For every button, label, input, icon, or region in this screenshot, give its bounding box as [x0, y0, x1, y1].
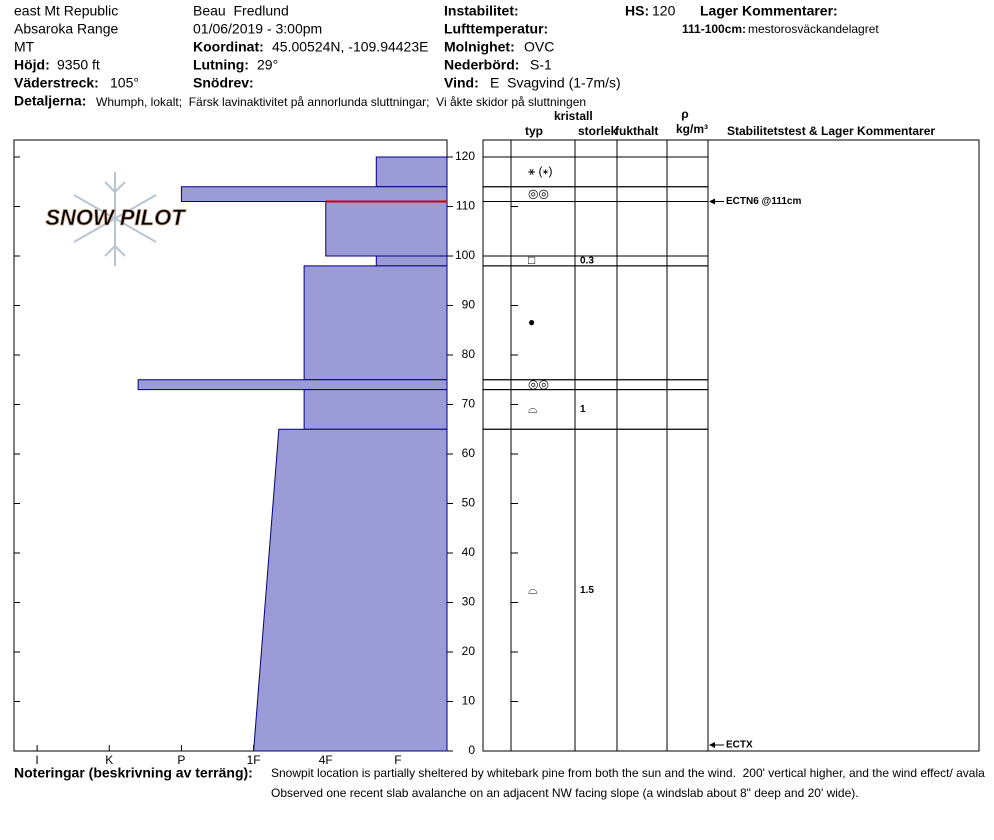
y-tick-label: 60 [462, 446, 476, 460]
y-tick-label: 10 [462, 694, 476, 708]
value: 45.00524N, -109.94423E [272, 39, 428, 55]
value: mestorosväckandelagret [748, 22, 879, 36]
grain-type: ◎◎ [528, 186, 549, 200]
state: MT [14, 39, 35, 55]
value: 120 [652, 3, 676, 19]
grain-type: ⌓ [528, 402, 538, 416]
grain-size: 0.3 [580, 256, 594, 267]
value: OVC [524, 39, 554, 55]
x-tick-label: P [177, 753, 185, 767]
y-tick-label: 70 [462, 397, 476, 411]
grain-type: □ [528, 253, 535, 267]
hardness-layer [375, 255, 448, 267]
hardness-layer [375, 156, 448, 188]
y-tick-label: 40 [462, 545, 476, 559]
value: E Svagvind (1-7m/s) [490, 75, 621, 91]
column-header: typ [525, 124, 543, 138]
table-frame [482, 139, 980, 752]
column-header: Stabilitetstest & Lager Kommentarer [727, 124, 935, 138]
label: Väderstreck: [14, 75, 99, 91]
test-label: ECTX [726, 740, 753, 751]
y-tick-label: 20 [462, 644, 476, 658]
label: Detaljerna: [14, 93, 86, 109]
y-tick-label: 100 [455, 248, 475, 262]
observer: Beau Fredlund [193, 3, 289, 19]
value: Whumph, lokalt; Färsk lavinaktivitet på … [96, 95, 586, 109]
logo-flake [73, 172, 157, 266]
x-tick-label: F [394, 753, 401, 767]
y-tick-label: 50 [462, 496, 476, 510]
hardness-layer [253, 428, 448, 752]
hardness-layer [303, 389, 448, 430]
label: Snödrev: [193, 75, 254, 91]
y-tick-label: 120 [455, 149, 475, 163]
test-arrowhead [709, 742, 715, 748]
test-arrowhead [709, 198, 715, 205]
grain-size: 1.5 [580, 585, 594, 596]
label: Koordinat: [193, 39, 264, 55]
label: Vind: [444, 75, 479, 91]
notes-line: Observed one recent slab avalanche on an… [271, 786, 859, 800]
value: 29° [257, 57, 278, 73]
grain-type: ◎◎ [528, 377, 549, 391]
y-tick-label: 30 [462, 595, 476, 609]
y-tick-label: 0 [468, 743, 475, 757]
column-header: storlek [578, 124, 618, 138]
hardness-layer [180, 186, 448, 203]
label: Höjd: [14, 57, 50, 73]
label: 111-100cm: [682, 22, 746, 36]
notes-line: Snowpit location is partially sheltered … [271, 766, 985, 780]
grain-type: ● [528, 315, 535, 329]
column-header: fukthalt [615, 124, 658, 138]
grain-type: ⚹ (∗) [528, 164, 553, 178]
label: Molnighet: [444, 39, 515, 55]
hardness-layer [325, 201, 448, 257]
column-header: ρ [681, 107, 688, 121]
value: S-1 [530, 57, 552, 73]
label: HS: [625, 3, 649, 19]
hardness-layer [303, 265, 448, 381]
y-tick-label: 110 [456, 199, 475, 213]
value: 105° [110, 75, 139, 91]
x-tick-label: 4F [319, 753, 333, 767]
x-tick-label: I [35, 753, 38, 767]
notes-label: Noteringar (beskrivning av terräng): [14, 765, 253, 781]
y-tick-label: 90 [462, 298, 476, 312]
x-tick-label: K [105, 753, 113, 767]
logo: SNOW PILOT [45, 205, 186, 230]
grain-type: ⌓ [528, 582, 538, 596]
label: Nederbörd: [444, 57, 519, 73]
x-tick-label: 1F [247, 753, 261, 767]
label: Lufttemperatur: [444, 21, 548, 37]
grain-size: 1 [580, 404, 586, 415]
range: Absaroka Range [14, 21, 119, 37]
hardness-layer [137, 379, 448, 391]
column-header: kg/m³ [676, 122, 708, 136]
location: east Mt Republic [14, 3, 118, 19]
datetime: 01/06/2019 - 3:00pm [193, 21, 322, 37]
test-label: ECTN6 @111cm [726, 196, 801, 207]
y-tick-label: 80 [462, 347, 476, 361]
column-lines [510, 140, 709, 751]
label: Instabilitet: [444, 3, 519, 19]
label: Lager Kommentarer: [700, 3, 838, 19]
column-header: kristall [554, 109, 593, 123]
value: 9350 ft [57, 57, 100, 73]
label: Lutning: [193, 57, 249, 73]
